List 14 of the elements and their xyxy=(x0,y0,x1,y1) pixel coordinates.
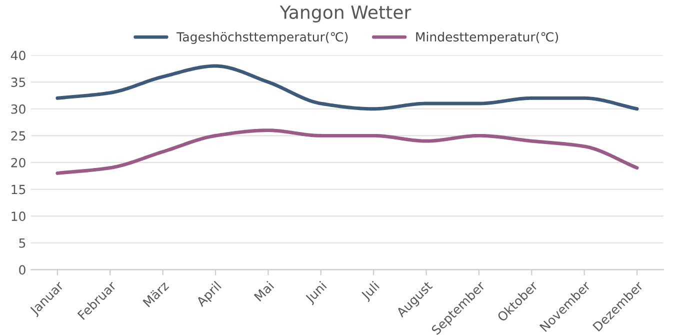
y-tick-label: 15 xyxy=(12,184,26,194)
legend-label: Tageshöchsttemperatur(℃) xyxy=(176,32,348,44)
chart-title: Yangon Wetter xyxy=(280,6,412,22)
x-tick-label: Juli xyxy=(360,280,382,302)
y-tick-label: 5 xyxy=(19,238,26,248)
y-tick-label: 35 xyxy=(11,78,26,87)
y-tick-label: 20 xyxy=(11,158,26,168)
y-tick-label: 30 xyxy=(11,104,26,114)
y-tick-label: 10 xyxy=(12,212,26,221)
legend-label: Mindesttemperatur(℃) xyxy=(416,32,558,44)
x-tick-label: Mai xyxy=(254,280,274,302)
y-tick-label: 25 xyxy=(11,131,26,141)
y-tick-label: 40 xyxy=(10,50,26,60)
y-tick-label: 0 xyxy=(19,265,26,275)
